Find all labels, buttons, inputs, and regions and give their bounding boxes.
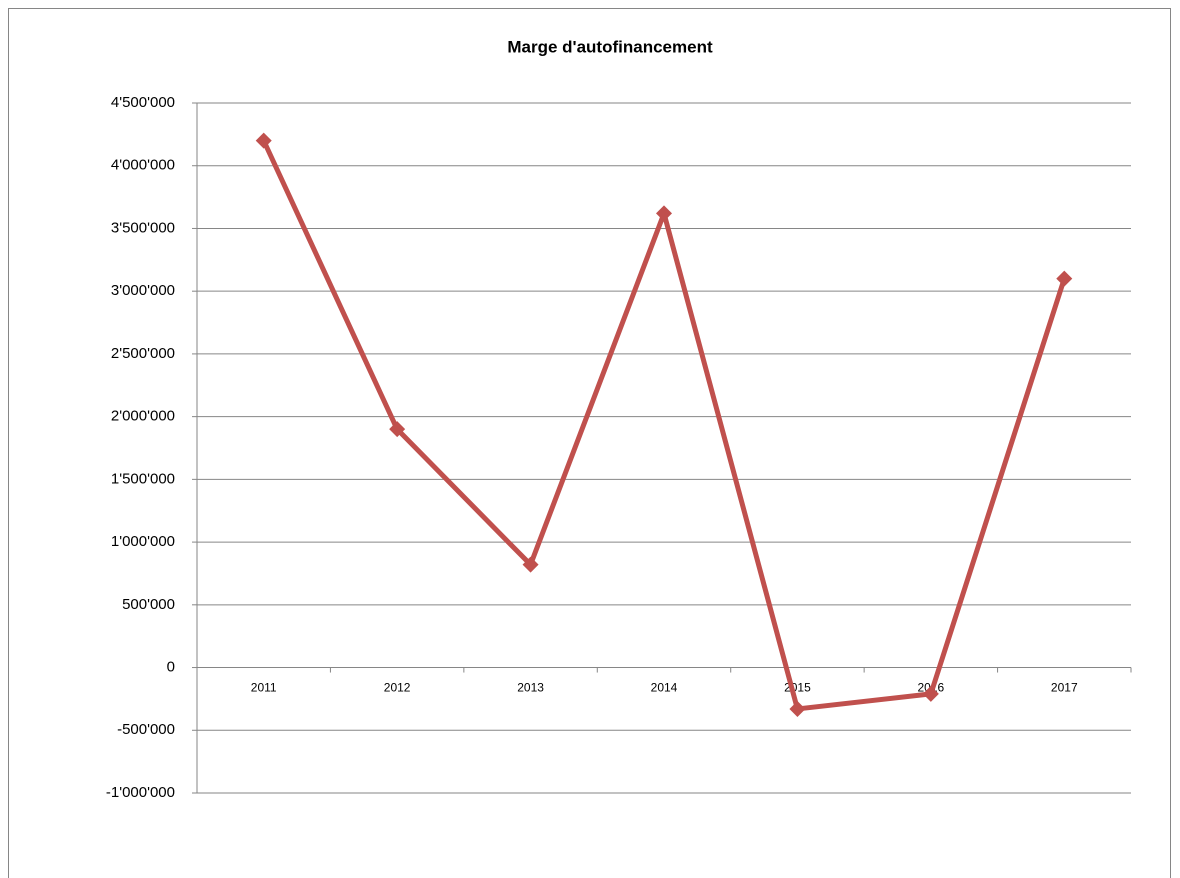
y-tick-label: 4'500'000: [111, 94, 175, 111]
y-tick-label: 4'000'000: [111, 157, 175, 174]
y-tick-label: 500'000: [122, 596, 175, 613]
y-tick-label: -500'000: [117, 721, 175, 738]
y-tick-label: 2'000'000: [111, 408, 175, 425]
x-tick-label: 2014: [651, 681, 678, 695]
y-tick-label: 0: [167, 659, 175, 676]
y-tick-label: 2'500'000: [111, 345, 175, 362]
x-tick-label: 2013: [517, 681, 544, 695]
chart-title: Marge d'autofinancement: [507, 37, 713, 56]
marker: [656, 205, 672, 222]
y-tick-label: 1'500'000: [111, 470, 175, 487]
x-tick-label: 2017: [1051, 681, 1078, 695]
marker: [522, 556, 539, 573]
x-tick-label: 2011: [251, 681, 277, 695]
y-tick-label: 3'500'000: [111, 219, 175, 236]
marker: [1056, 270, 1073, 287]
marker: [789, 700, 806, 717]
marker: [389, 421, 406, 438]
y-tick-label: -1'000'000: [106, 784, 175, 801]
x-tick-label: 2012: [384, 681, 411, 695]
chart-border: [8, 8, 1171, 878]
marker: [255, 132, 272, 149]
y-tick-label: 3'000'000: [111, 282, 175, 299]
y-tick-label: 1'000'000: [111, 533, 175, 550]
marker: [922, 685, 939, 702]
